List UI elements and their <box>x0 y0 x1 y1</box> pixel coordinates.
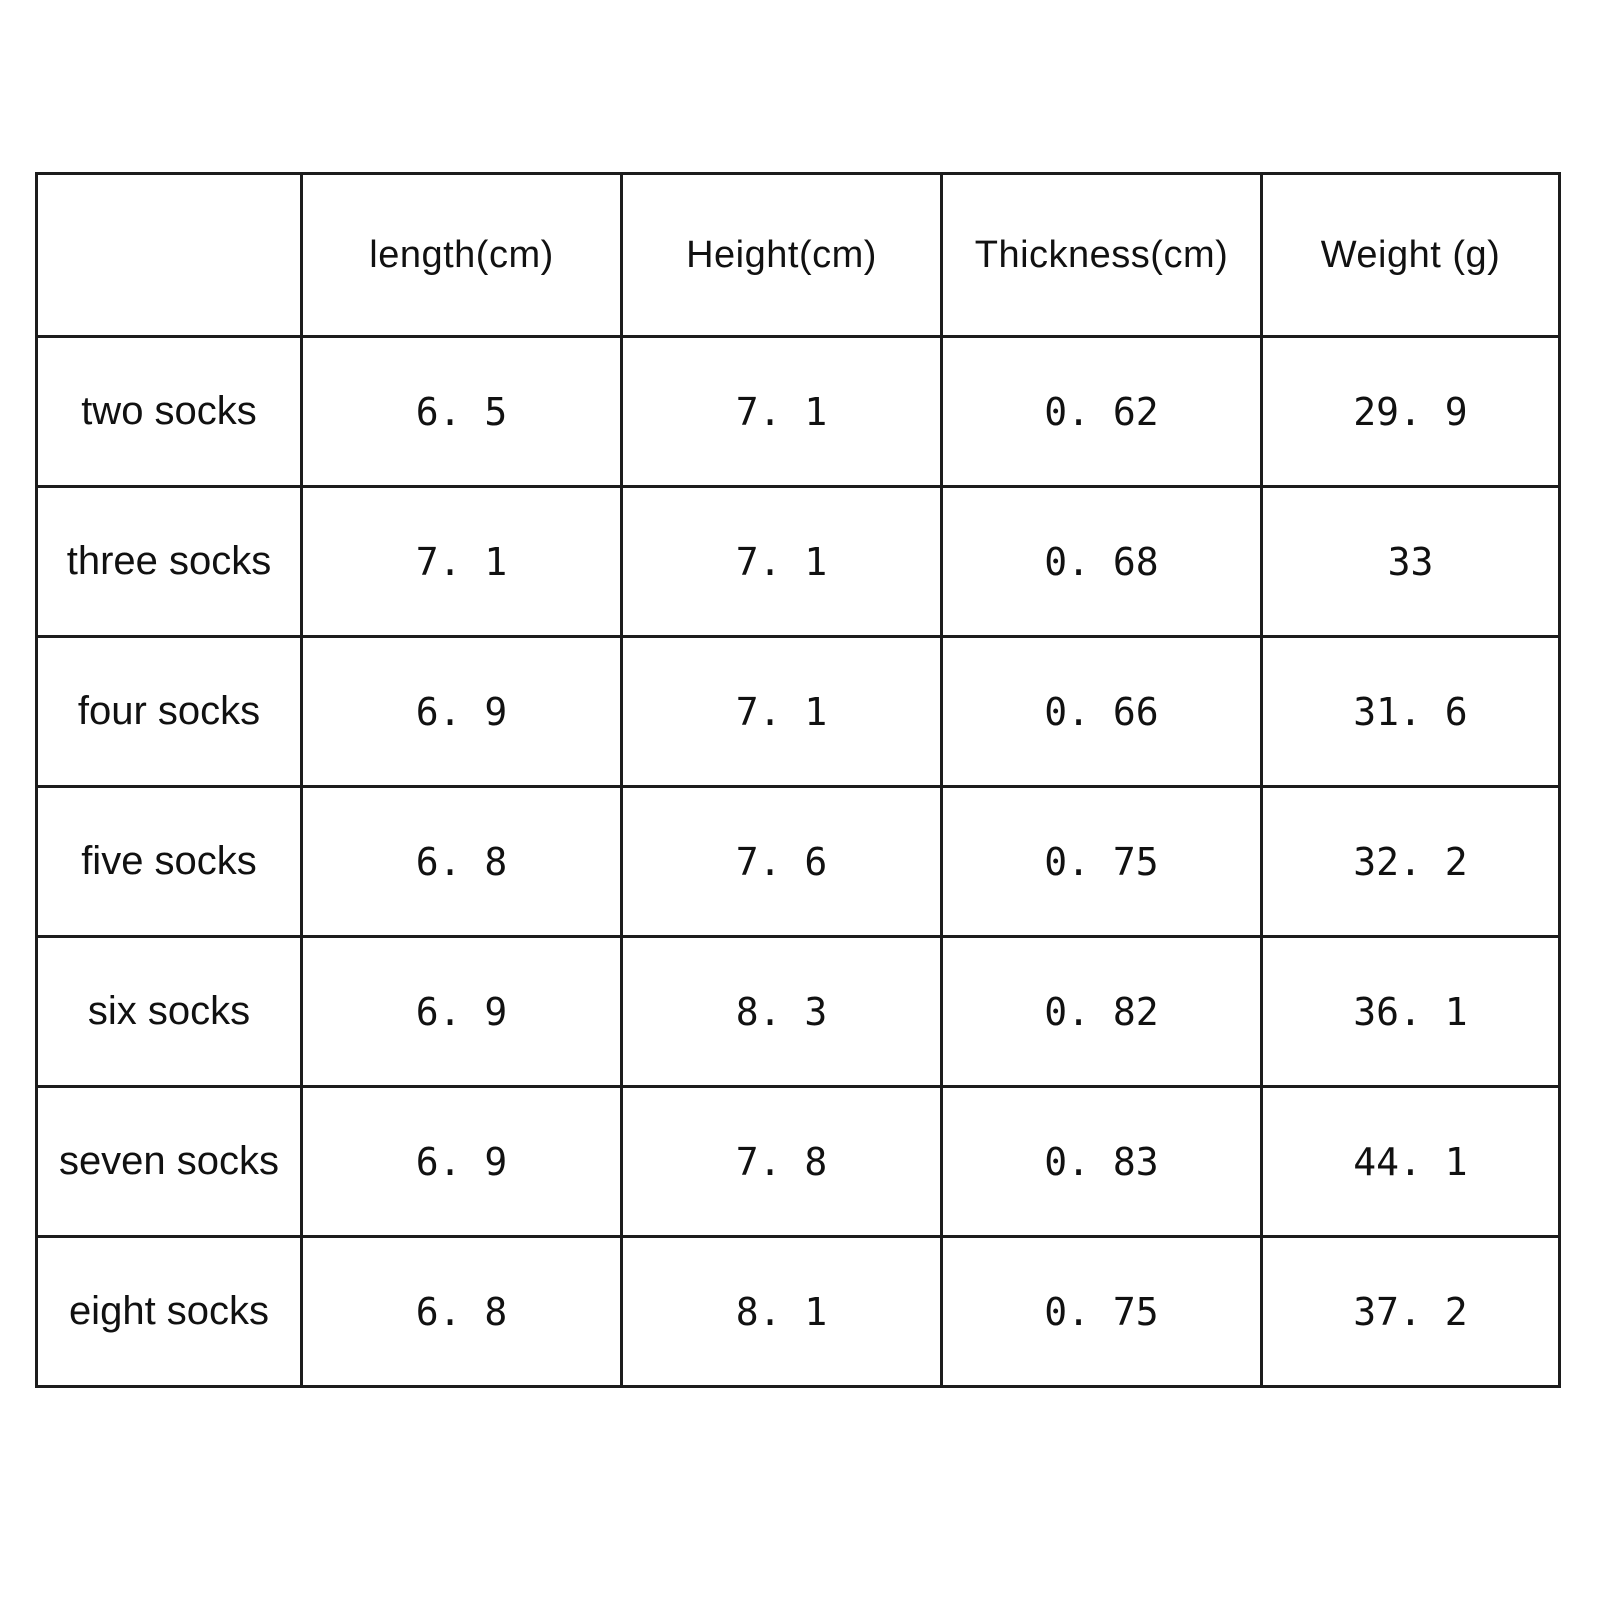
cell-length: 6. 9 <box>300 1085 623 1238</box>
row-label: two socks <box>35 335 303 488</box>
row-label: six socks <box>35 935 303 1088</box>
table-row-five-socks: five socks 6. 8 7. 6 0. 75 32. 2 <box>35 785 1561 938</box>
table-row-six-socks: six socks 6. 9 8. 3 0. 82 36. 1 <box>35 935 1561 1088</box>
table-row-seven-socks: seven socks 6. 9 7. 8 0. 83 44. 1 <box>35 1085 1561 1238</box>
header-cell-thickness: Thickness(cm) <box>940 172 1263 338</box>
header-cell-empty <box>35 172 303 338</box>
row-label: eight socks <box>35 1235 303 1388</box>
cell-weight: 44. 1 <box>1260 1085 1561 1238</box>
cell-thickness: 0. 83 <box>940 1085 1263 1238</box>
cell-height: 7. 8 <box>620 1085 943 1238</box>
cell-height: 7. 1 <box>620 635 943 788</box>
cell-length: 6. 9 <box>300 935 623 1088</box>
cell-weight: 31. 6 <box>1260 635 1561 788</box>
row-label: seven socks <box>35 1085 303 1238</box>
cell-length: 6. 8 <box>300 1235 623 1388</box>
header-cell-weight: Weight (g) <box>1260 172 1561 338</box>
header-row: length(cm) Height(cm) Thickness(cm) Weig… <box>35 172 1561 338</box>
cell-thickness: 0. 82 <box>940 935 1263 1088</box>
table-row-four-socks: four socks 6. 9 7. 1 0. 66 31. 6 <box>35 635 1561 788</box>
cell-weight: 32. 2 <box>1260 785 1561 938</box>
cell-weight: 29. 9 <box>1260 335 1561 488</box>
cell-thickness: 0. 75 <box>940 785 1263 938</box>
header-cell-length: length(cm) <box>300 172 623 338</box>
cell-thickness: 0. 62 <box>940 335 1263 488</box>
cell-weight: 36. 1 <box>1260 935 1561 1088</box>
cell-length: 6. 5 <box>300 335 623 488</box>
table-row-three-socks: three socks 7. 1 7. 1 0. 68 33 <box>35 485 1561 638</box>
row-label: four socks <box>35 635 303 788</box>
cell-height: 8. 1 <box>620 1235 943 1388</box>
table-row-eight-socks: eight socks 6. 8 8. 1 0. 75 37. 2 <box>35 1235 1561 1388</box>
cell-height: 7. 1 <box>620 485 943 638</box>
socks-measurement-table: length(cm) Height(cm) Thickness(cm) Weig… <box>35 172 1561 1388</box>
cell-length: 6. 9 <box>300 635 623 788</box>
cell-height: 8. 3 <box>620 935 943 1088</box>
cell-thickness: 0. 75 <box>940 1235 1263 1388</box>
cell-weight: 37. 2 <box>1260 1235 1561 1388</box>
cell-thickness: 0. 66 <box>940 635 1263 788</box>
cell-length: 6. 8 <box>300 785 623 938</box>
cell-weight: 33 <box>1260 485 1561 638</box>
cell-length: 7. 1 <box>300 485 623 638</box>
table-row-two-socks: two socks 6. 5 7. 1 0. 62 29. 9 <box>35 335 1561 488</box>
cell-thickness: 0. 68 <box>940 485 1263 638</box>
header-cell-height: Height(cm) <box>620 172 943 338</box>
row-label: five socks <box>35 785 303 938</box>
cell-height: 7. 6 <box>620 785 943 938</box>
cell-height: 7. 1 <box>620 335 943 488</box>
row-label: three socks <box>35 485 303 638</box>
